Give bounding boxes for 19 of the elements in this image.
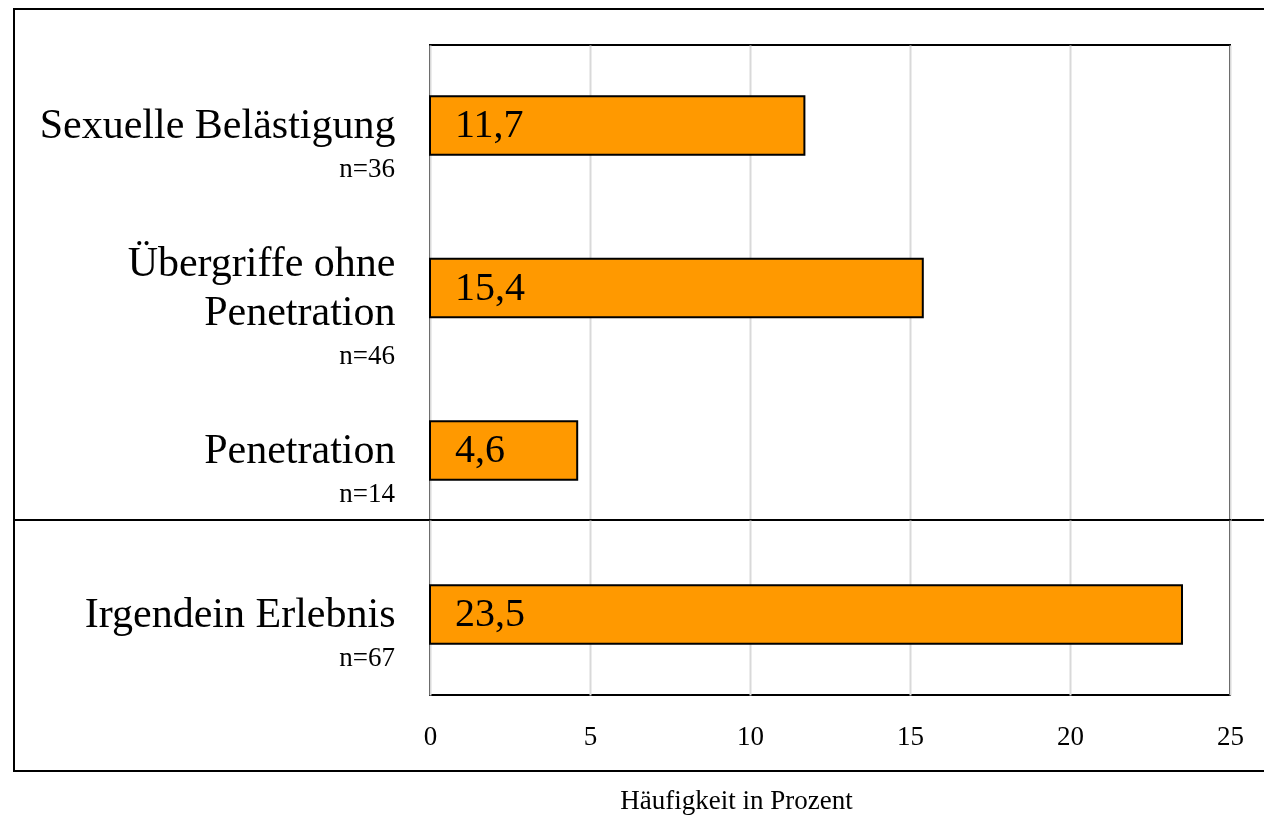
y-tick-label: Übergriffe ohne Penetration [127,239,396,335]
text: n=67 [339,642,395,673]
y-tick-label: Penetration [204,426,396,473]
x-axis-title: Häufigkeit in Prozent [620,784,854,815]
x-tick-label: 25 [1217,720,1244,751]
x-tick-label: 15 [897,720,924,751]
text: n=36 [339,153,395,184]
data-label: 4,6 [455,426,505,472]
data-label: 23,5 [455,590,525,636]
x-tick-label: 0 [423,720,438,751]
x-tick-label: 5 [583,720,598,751]
y-tick-label: Irgendein Erlebnis [84,590,396,637]
text: n=46 [339,340,395,371]
text: n=14 [339,478,396,509]
data-label: 15,4 [455,263,525,309]
y-tick-label: Sexuelle Belästigung [39,101,396,148]
x-tick-label: 10 [737,720,764,751]
data-label: 11,7 [455,101,524,147]
x-tick-label: 20 [1057,720,1084,751]
